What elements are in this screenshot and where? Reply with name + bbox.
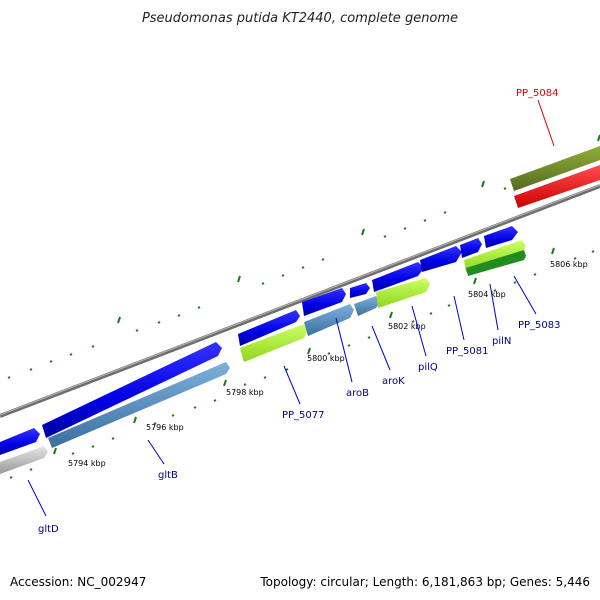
gene-aroB-steel[interactable] [304, 304, 354, 336]
gene-aroK-forward[interactable] [350, 283, 370, 298]
scale-label-5800: 5800 kbp [307, 354, 345, 363]
scale-labels: 5794 kbp 5796 kbp 5798 kbp 5800 kbp 5802… [68, 260, 588, 468]
gene-label-aroK[interactable]: aroK [382, 376, 405, 387]
scale-label-5806: 5806 kbp [550, 260, 588, 269]
gene-PP5081-forward[interactable] [420, 246, 462, 272]
scale-label-5798: 5798 kbp [226, 388, 264, 397]
scale-label-5804: 5804 kbp [468, 290, 506, 299]
label-leader-lines [27, 275, 537, 517]
gene-aroK-steel[interactable] [354, 296, 380, 316]
feature-olive[interactable] [510, 146, 600, 191]
gene-label-gltD[interactable]: gltD [38, 524, 59, 535]
gene-label-gltB[interactable]: gltB [158, 470, 178, 481]
scale-label-5802: 5802 kbp [388, 322, 426, 331]
gene-PP5083-forward[interactable] [484, 226, 518, 248]
gene-label-aroB[interactable]: aroB [346, 388, 369, 399]
gene-PP5077-lime[interactable] [240, 324, 308, 362]
gene-gltB-steel[interactable] [48, 362, 230, 448]
forward-cds-track [0, 226, 518, 455]
gene-label-PP5083[interactable]: PP_5083 [518, 320, 561, 331]
label-leader-line-pp5084 [537, 99, 555, 147]
inner-tick-track [9, 247, 595, 479]
genome-summary-text: Topology: circular; Length: 6,181,863 bp… [259, 575, 590, 589]
gene-pilQ-lime[interactable] [376, 278, 430, 308]
gene-gltD-forward[interactable] [0, 428, 40, 455]
scale-label-5794: 5794 kbp [68, 459, 106, 468]
gene-label-PP5077[interactable]: PP_5077 [282, 410, 325, 421]
gene-pilN-darkgreen[interactable] [466, 250, 526, 276]
reverse-feature-track [0, 240, 526, 474]
gene-aroB-forward[interactable] [302, 288, 346, 316]
genome-title: Pseudomonas putida KT2440, complete geno… [142, 11, 458, 26]
feature-red-pp5084[interactable] [514, 165, 600, 208]
gene-label-pilN[interactable]: pilN [492, 336, 511, 347]
gene-pilQ-forward[interactable] [372, 262, 424, 292]
gene-label-pilQ[interactable]: pilQ [418, 362, 438, 373]
scale-label-5796: 5796 kbp [146, 423, 184, 432]
gene-PP5077-forward[interactable] [238, 310, 300, 346]
genome-backbone [0, 184, 600, 418]
gene-gltB-forward[interactable] [42, 342, 222, 438]
gene-label-PP5081[interactable]: PP_5081 [446, 346, 489, 357]
accession-text: Accession: NC_002947 [10, 575, 146, 589]
gene-label-PP5084[interactable]: PP_5084 [516, 88, 559, 99]
gene-pilN-forward[interactable] [460, 238, 482, 258]
gene-gltD-grey[interactable] [0, 446, 48, 474]
gene-labels: gltD gltB PP_5077 aroB aroK pilQ PP_5081… [38, 88, 561, 535]
